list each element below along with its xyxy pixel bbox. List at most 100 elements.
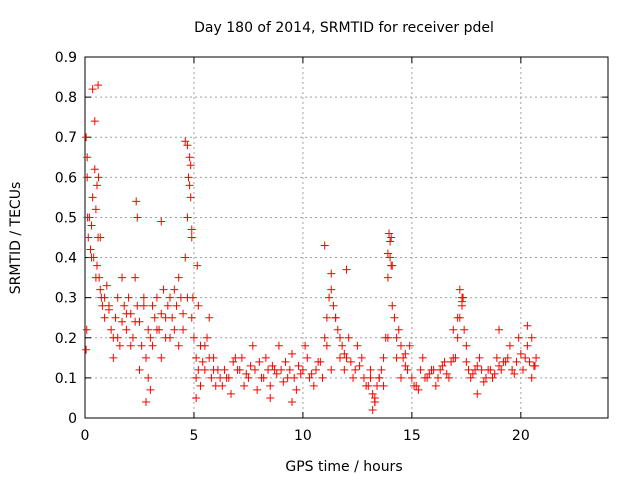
data-point	[200, 341, 209, 350]
data-point	[88, 193, 97, 202]
data-point	[86, 245, 95, 254]
data-point	[305, 373, 314, 382]
data-point	[203, 333, 212, 342]
data-point	[407, 373, 416, 382]
data-point	[257, 373, 266, 382]
data-point	[83, 173, 92, 182]
data-point	[187, 225, 196, 234]
data-point	[384, 229, 393, 238]
data-point	[270, 365, 279, 374]
data-point	[431, 381, 440, 390]
data-point	[94, 173, 103, 182]
data-point	[392, 333, 401, 342]
data-point	[181, 253, 190, 262]
data-point	[301, 341, 310, 350]
data-point	[183, 213, 192, 222]
data-point	[444, 373, 453, 382]
data-point	[244, 373, 253, 382]
data-point	[82, 345, 91, 354]
data-point	[192, 353, 201, 362]
data-point	[466, 373, 475, 382]
data-point	[346, 357, 355, 366]
data-point	[268, 361, 277, 370]
data-point	[283, 373, 292, 382]
x-tick-label: 20	[512, 428, 530, 444]
data-point	[229, 357, 238, 366]
data-point	[152, 325, 161, 334]
data-point	[272, 369, 281, 378]
data-point	[84, 233, 93, 242]
data-point	[113, 333, 122, 342]
data-point	[240, 381, 249, 390]
data-point	[200, 365, 209, 374]
data-point	[344, 333, 353, 342]
data-point	[109, 353, 118, 362]
data-point	[187, 233, 196, 242]
data-point	[383, 273, 392, 282]
chart-title: Day 180 of 2014, SRMTID for receiver pde…	[194, 20, 494, 36]
data-point	[235, 365, 244, 374]
data-point	[189, 333, 198, 342]
x-axis-label: GPS time / hours	[285, 459, 402, 475]
data-point	[157, 353, 166, 362]
data-point	[462, 357, 471, 366]
data-point	[142, 353, 151, 362]
data-point	[473, 361, 482, 370]
data-point	[521, 353, 530, 362]
data-point	[501, 357, 510, 366]
data-point	[403, 365, 412, 374]
data-point	[468, 369, 477, 378]
data-point	[525, 357, 534, 366]
data-point	[194, 301, 203, 310]
data-point	[285, 365, 294, 374]
data-point	[157, 217, 166, 226]
data-point	[512, 357, 521, 366]
data-point	[331, 313, 340, 322]
data-point	[246, 361, 255, 370]
data-points	[82, 81, 541, 414]
data-point	[386, 237, 395, 246]
data-point	[387, 233, 396, 242]
y-tick-label: 0.4	[55, 251, 77, 267]
data-point	[91, 273, 100, 282]
x-tick-label: 0	[81, 428, 90, 444]
data-point	[307, 369, 316, 378]
data-point	[440, 357, 449, 366]
data-point	[124, 293, 133, 302]
y-tick-label: 0.7	[55, 130, 77, 146]
data-point	[338, 341, 347, 350]
data-point	[405, 341, 414, 350]
data-point	[142, 397, 151, 406]
data-point	[329, 301, 338, 310]
data-point	[137, 341, 146, 350]
data-point	[122, 309, 131, 318]
data-point	[523, 341, 532, 350]
y-tick-label: 0.3	[55, 291, 77, 307]
data-point	[92, 261, 101, 270]
data-point	[186, 193, 195, 202]
data-point	[418, 353, 427, 362]
data-point	[266, 393, 275, 402]
data-point	[368, 405, 377, 414]
data-point	[473, 389, 482, 398]
data-point	[423, 373, 432, 382]
data-point	[427, 365, 436, 374]
data-point	[320, 241, 329, 250]
data-point	[505, 341, 514, 350]
data-point	[516, 349, 525, 358]
data-point	[161, 313, 170, 322]
y-tick-label: 0.5	[55, 210, 77, 226]
data-point	[379, 353, 388, 362]
data-point	[503, 353, 512, 362]
data-point	[170, 325, 179, 334]
data-point	[184, 173, 193, 182]
data-point	[311, 365, 320, 374]
data-point	[530, 361, 539, 370]
data-point	[357, 353, 366, 362]
data-point	[366, 365, 375, 374]
data-point	[322, 341, 331, 350]
data-point	[266, 381, 275, 390]
data-point	[94, 81, 103, 90]
data-point	[325, 293, 334, 302]
data-point	[133, 213, 142, 222]
